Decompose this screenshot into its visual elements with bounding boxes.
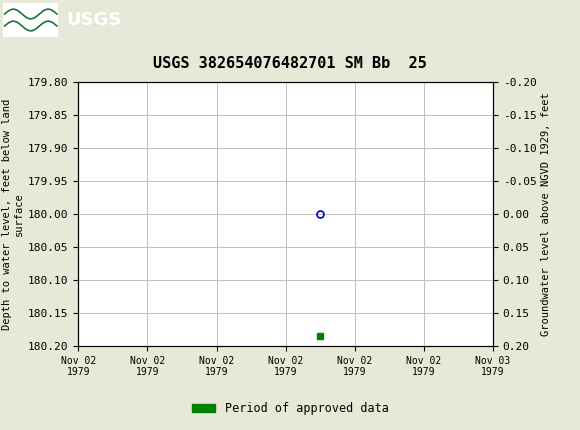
Y-axis label: Groundwater level above NGVD 1929, feet: Groundwater level above NGVD 1929, feet <box>541 92 550 336</box>
Y-axis label: Depth to water level, feet below land
surface: Depth to water level, feet below land su… <box>2 98 24 329</box>
Bar <box>3 3 58 37</box>
Text: USGS: USGS <box>67 11 122 29</box>
Text: USGS 382654076482701 SM Bb  25: USGS 382654076482701 SM Bb 25 <box>153 56 427 71</box>
Legend: Period of approved data: Period of approved data <box>187 397 393 420</box>
